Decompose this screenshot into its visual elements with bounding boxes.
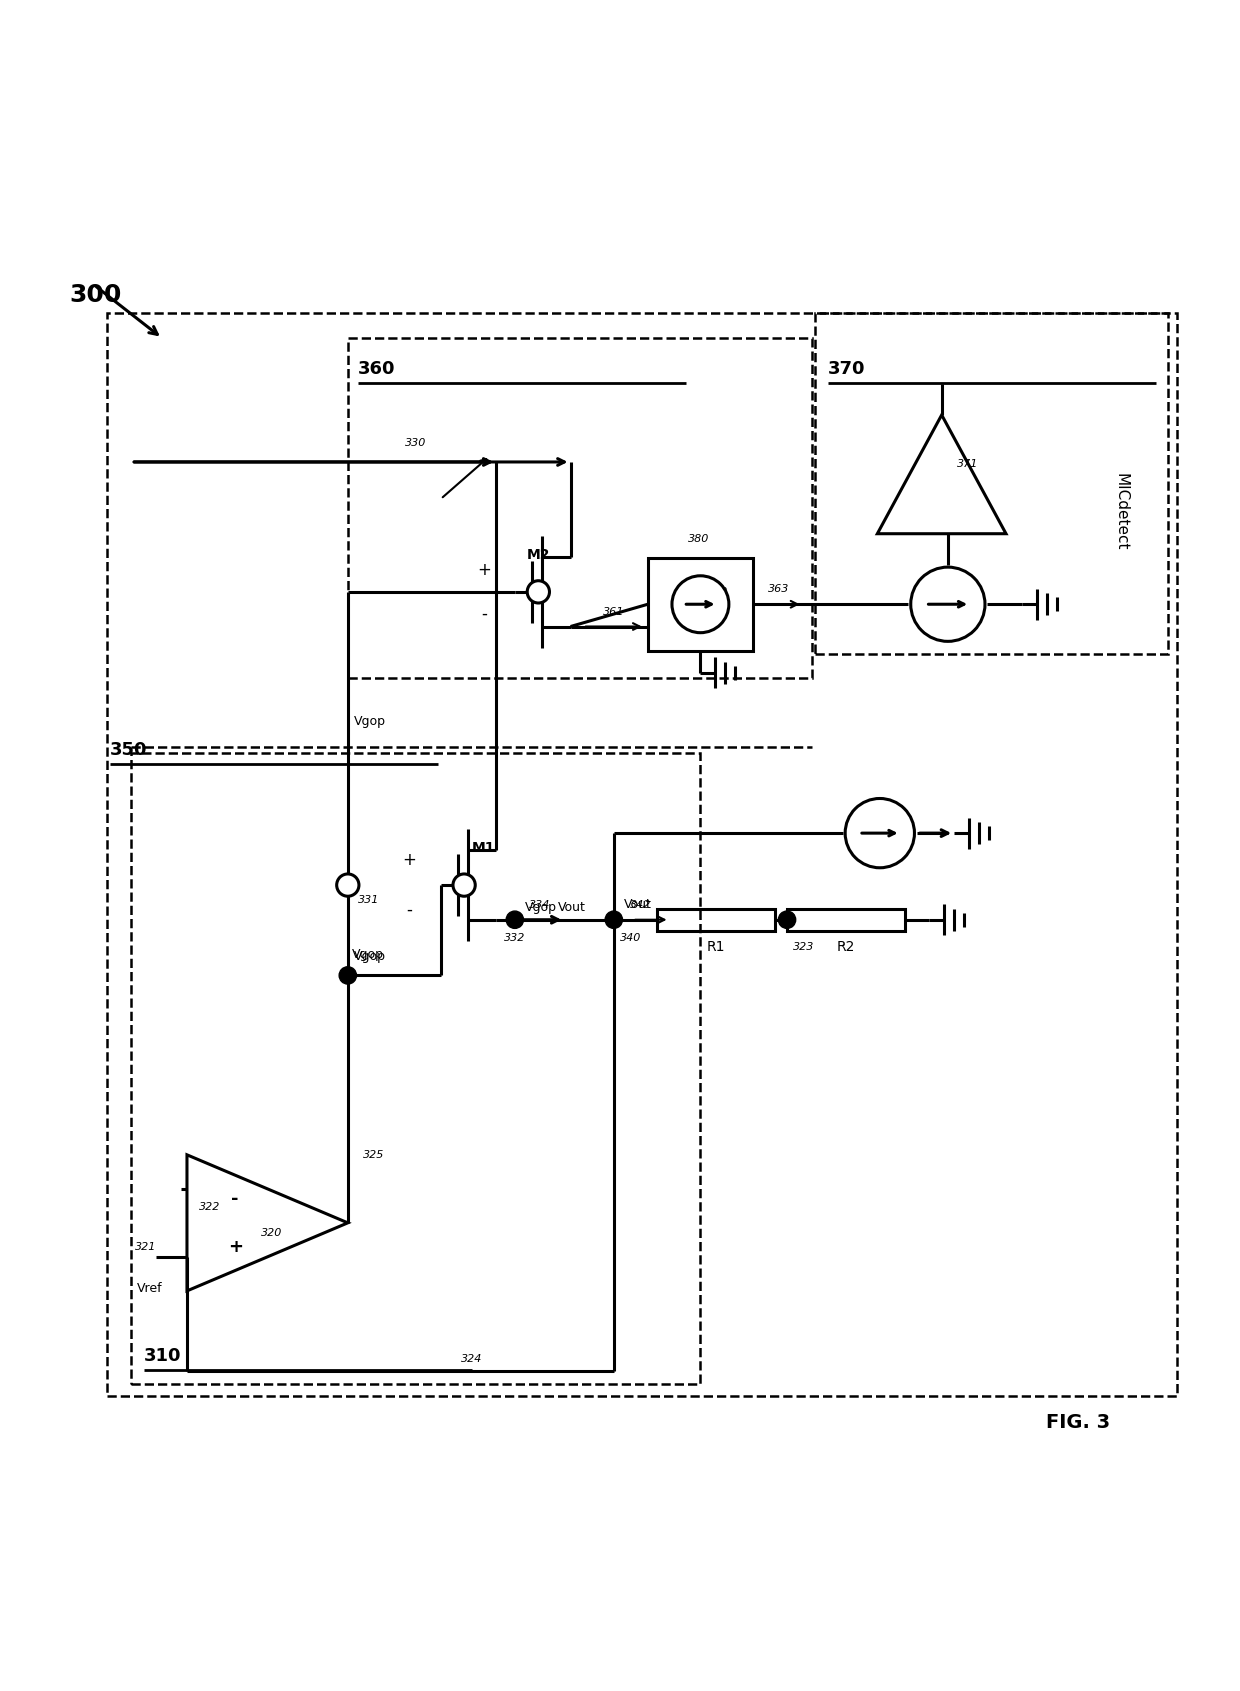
Text: MICdetect: MICdetect xyxy=(1114,473,1128,550)
Text: 350: 350 xyxy=(110,741,148,759)
Text: +: + xyxy=(228,1238,243,1256)
Text: -: - xyxy=(232,1190,239,1207)
Text: 372: 372 xyxy=(920,577,941,587)
Text: 340: 340 xyxy=(620,933,641,944)
Circle shape xyxy=(337,874,358,896)
Bar xyxy=(787,908,904,930)
Text: 310: 310 xyxy=(144,1348,181,1365)
Text: 363: 363 xyxy=(768,585,789,595)
Text: 334: 334 xyxy=(529,900,551,910)
Bar xyxy=(816,313,1168,654)
Text: +: + xyxy=(477,561,491,578)
Text: Vout: Vout xyxy=(624,898,651,911)
Circle shape xyxy=(527,580,549,604)
Text: 322: 322 xyxy=(200,1202,221,1212)
Text: 342: 342 xyxy=(630,900,651,910)
Bar xyxy=(347,338,812,678)
Text: Vout: Vout xyxy=(558,901,587,913)
Text: Vgop: Vgop xyxy=(353,950,386,964)
Text: FIG. 3: FIG. 3 xyxy=(1045,1414,1110,1432)
Text: 332: 332 xyxy=(505,933,526,944)
Text: 361: 361 xyxy=(603,607,625,617)
Text: +: + xyxy=(403,851,417,869)
Text: M1: M1 xyxy=(471,840,495,856)
Text: M2: M2 xyxy=(527,548,551,561)
Bar xyxy=(657,908,775,930)
Circle shape xyxy=(910,566,985,641)
Bar xyxy=(647,558,753,651)
Text: R1: R1 xyxy=(707,940,725,954)
Text: Vgop: Vgop xyxy=(353,715,386,727)
Text: -: - xyxy=(481,605,487,624)
Circle shape xyxy=(506,911,523,928)
Circle shape xyxy=(846,798,914,867)
Circle shape xyxy=(340,967,356,984)
Circle shape xyxy=(672,577,729,632)
Text: 362: 362 xyxy=(707,587,728,597)
Bar xyxy=(131,752,701,1383)
Text: 360: 360 xyxy=(357,360,396,377)
Text: 321: 321 xyxy=(135,1241,156,1251)
Text: 330: 330 xyxy=(405,438,427,448)
Text: Vref: Vref xyxy=(138,1282,162,1295)
Text: 325: 325 xyxy=(362,1150,384,1160)
Bar xyxy=(107,313,1177,1397)
Text: 320: 320 xyxy=(260,1228,283,1238)
Text: Vgop: Vgop xyxy=(525,901,557,913)
Text: 331: 331 xyxy=(357,895,379,905)
Circle shape xyxy=(605,911,622,928)
Circle shape xyxy=(779,911,796,928)
Text: 324: 324 xyxy=(461,1354,482,1365)
Text: R2: R2 xyxy=(837,940,856,954)
Text: 380: 380 xyxy=(688,534,709,545)
Text: Vgop: Vgop xyxy=(351,947,383,960)
Text: 300: 300 xyxy=(69,282,122,306)
Circle shape xyxy=(453,874,475,896)
Text: -: - xyxy=(407,901,413,918)
Text: 341: 341 xyxy=(852,810,874,820)
Text: 370: 370 xyxy=(828,360,866,377)
Text: 371: 371 xyxy=(956,460,978,470)
Text: 323: 323 xyxy=(794,942,815,952)
